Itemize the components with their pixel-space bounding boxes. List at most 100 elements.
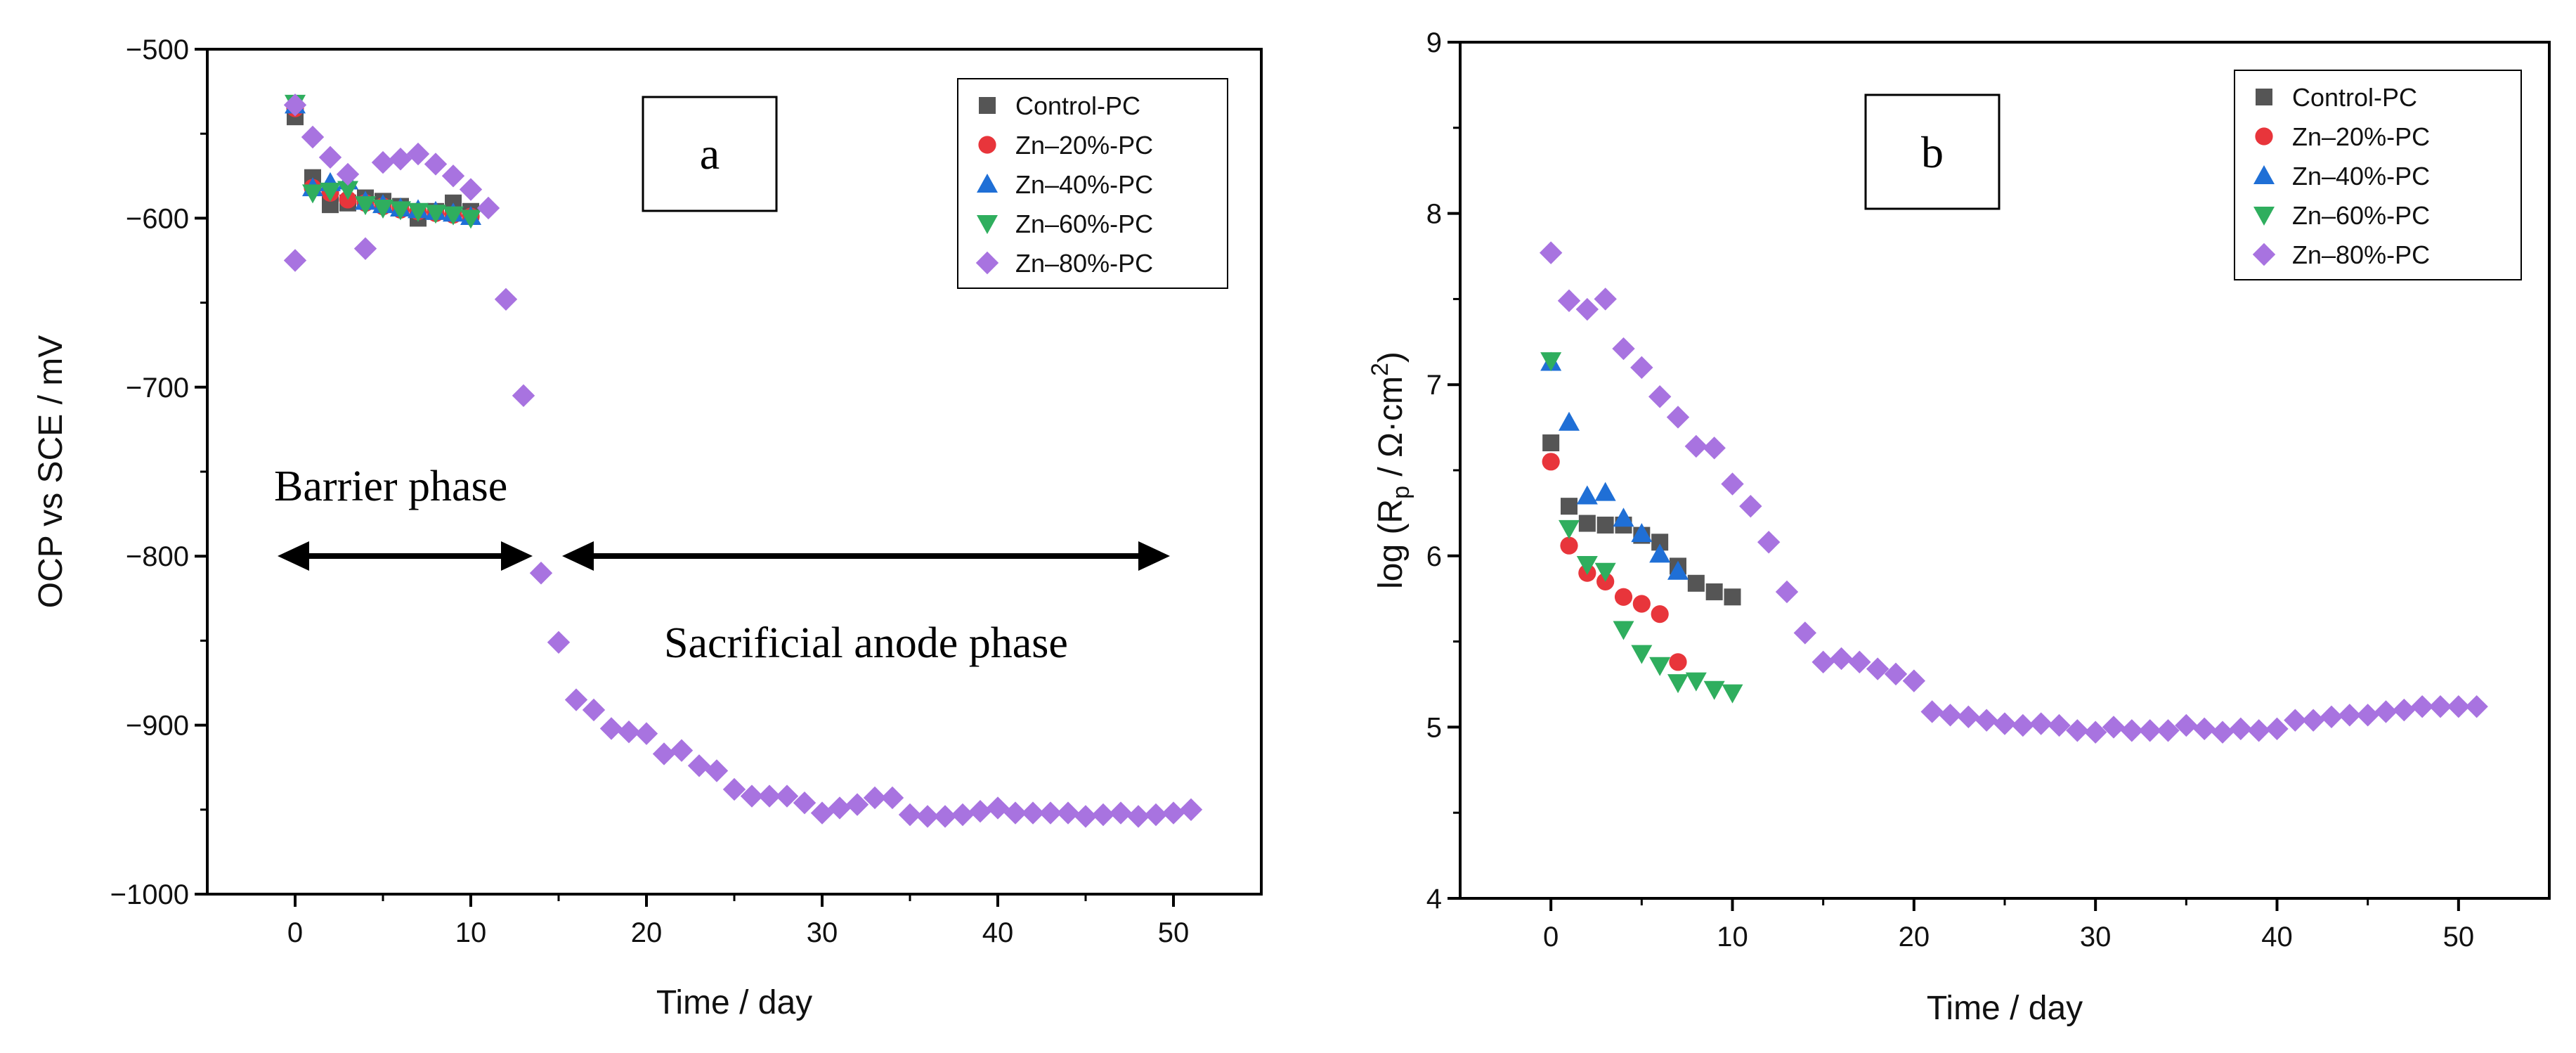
data-point-zn-60pct-pc xyxy=(337,181,358,200)
legend-marker-control-pc xyxy=(979,97,996,114)
barrier-phase-annotation: Barrier phase xyxy=(274,463,533,571)
data-point-zn-60pct-pc xyxy=(372,199,393,219)
legend-marker-zn-40pct-pc xyxy=(2253,165,2275,184)
panel-b-ylabel-main: log (R xyxy=(1372,499,1410,589)
legend-label-zn-60pct-pc: Zn–60%-PC xyxy=(1015,209,1153,238)
data-point-zn-80pct-pc xyxy=(617,721,641,744)
data-point-zn-80pct-pc xyxy=(810,801,834,825)
data-point-zn-80pct-pc xyxy=(459,178,483,201)
data-point-zn-80pct-pc xyxy=(1039,801,1062,825)
legend-marker-zn-80pct-pc xyxy=(2252,243,2276,266)
data-point-zn-40pct-pc xyxy=(1559,411,1580,431)
data-point-zn-80pct-pc xyxy=(2138,719,2161,742)
data-point-zn-80pct-pc xyxy=(283,93,307,117)
barrier-phase-arrow-left-head xyxy=(278,541,309,571)
panel-b-x-axis-title: Time / day xyxy=(1927,990,2083,1027)
legend-marker-zn-20pct-pc xyxy=(2255,127,2273,146)
data-point-control-pc xyxy=(1724,588,1741,606)
x-tick-label: 20 xyxy=(1899,922,1930,952)
data-point-zn-60pct-pc xyxy=(320,182,341,202)
x-tick-label: 30 xyxy=(2080,922,2112,952)
data-point-zn-80pct-pc xyxy=(880,786,904,810)
sacrificial-phase-label: Sacrificial anode phase xyxy=(664,619,1068,667)
y-tick-label: 7 xyxy=(1426,370,1442,401)
y-tick-label: −500 xyxy=(126,34,189,65)
x-tick-label: 50 xyxy=(1158,917,1190,948)
data-point-zn-60pct-pc xyxy=(460,209,481,229)
y-tick-label: −600 xyxy=(126,203,189,234)
data-point-zn-80pct-pc xyxy=(424,153,448,176)
sacrificial-phase-arrow-right-head xyxy=(1138,541,1170,571)
panel-a-legend: Control-PC Zn–20%-PC Zn–40%-PC Zn–60%-PC Zn–… xyxy=(957,78,1228,289)
y-tick-label: −900 xyxy=(126,711,189,742)
y-tick-label: 6 xyxy=(1426,541,1442,572)
data-point-zn-80pct-pc xyxy=(1993,712,2017,735)
x-tick-label: 40 xyxy=(982,917,1014,948)
data-point-zn-80pct-pc xyxy=(547,631,571,654)
data-point-zn-80pct-pc xyxy=(2175,713,2198,737)
data-point-zn-80pct-pc xyxy=(2229,717,2253,741)
panel-a-label-frame xyxy=(642,96,778,212)
panel-a-x-axis-title: Time / day xyxy=(656,984,812,1021)
data-point-zn-80pct-pc xyxy=(1648,385,1672,408)
panel-b-legend-entries: Control-PC Zn–20%-PC Zn–40%-PC Zn–60%-PC Zn–… xyxy=(2252,83,2430,269)
x-tick-label: 0 xyxy=(1543,922,1559,952)
data-point-zn-80pct-pc xyxy=(652,742,676,765)
data-point-zn-80pct-pc xyxy=(2066,719,2089,742)
data-point-zn-80pct-pc xyxy=(2157,719,2180,742)
panel-b-legend: Control-PC Zn–20%-PC Zn–40%-PC Zn–60%-PC Zn–… xyxy=(2234,70,2522,280)
data-point-zn-80pct-pc xyxy=(389,148,412,171)
data-point-zn-80pct-pc xyxy=(2048,713,2071,737)
data-point-zn-60pct-pc xyxy=(408,202,429,222)
data-point-zn-80pct-pc xyxy=(512,384,535,408)
panel-a-data-points xyxy=(283,93,1203,828)
data-point-zn-80pct-pc xyxy=(1056,801,1080,825)
data-point-zn-80pct-pc xyxy=(318,146,342,169)
legend-label-zn-40pct-pc: Zn–40%-PC xyxy=(1015,170,1153,199)
data-point-zn-80pct-pc xyxy=(1074,805,1098,828)
data-point-zn-80pct-pc xyxy=(494,288,518,311)
legend-label-control-pc: Control-PC xyxy=(1015,91,1140,120)
data-point-zn-80pct-pc xyxy=(2410,695,2434,718)
data-point-zn-80pct-pc xyxy=(1144,803,1168,827)
data-point-zn-80pct-pc xyxy=(1775,580,1799,604)
panel-a-y-axis-title: OCP vs SCE / mV xyxy=(32,335,70,609)
data-point-zn-80pct-pc xyxy=(1830,647,1853,671)
data-point-zn-80pct-pc xyxy=(2011,713,2035,737)
data-point-zn-60pct-pc xyxy=(1703,680,1725,700)
data-point-zn-80pct-pc xyxy=(1866,657,1889,680)
data-point-zn-60pct-pc xyxy=(1613,621,1634,640)
data-point-zn-80pct-pc xyxy=(2320,705,2343,728)
data-point-zn-80pct-pc xyxy=(740,784,764,808)
panel-b-ylabel-sup: 2 xyxy=(1367,363,1393,376)
y-tick-label: −700 xyxy=(126,373,189,403)
data-point-zn-80pct-pc xyxy=(2284,709,2307,732)
data-point-zn-80pct-pc xyxy=(1003,801,1027,825)
data-point-zn-60pct-pc xyxy=(1667,674,1689,694)
data-point-zn-80pct-pc xyxy=(1557,289,1581,313)
panel-a-ocp-chart: 0 10 20 30 40 50 −1000 −900 −800 −700 −600 −500 Con… xyxy=(32,34,1263,1021)
data-point-zn-80pct-pc xyxy=(687,754,711,777)
data-point-zn-80pct-pc xyxy=(529,562,553,585)
data-point-zn-80pct-pc xyxy=(2265,717,2289,741)
data-point-zn-20pct-pc xyxy=(1651,605,1669,624)
data-point-zn-80pct-pc xyxy=(599,717,623,740)
legend-label-zn-20pct-pc: Zn–20%-PC xyxy=(2292,122,2430,151)
data-point-zn-80pct-pc xyxy=(301,125,325,149)
data-point-zn-80pct-pc xyxy=(1739,494,1762,518)
data-point-zn-80pct-pc xyxy=(2192,717,2216,741)
y-tick-label: 5 xyxy=(1426,712,1442,743)
data-point-zn-20pct-pc xyxy=(1542,453,1560,471)
data-point-zn-60pct-pc xyxy=(1594,562,1616,582)
x-tick-label: 30 xyxy=(807,917,838,948)
data-point-control-pc xyxy=(1687,574,1705,592)
data-point-control-pc xyxy=(1542,434,1560,452)
data-point-zn-80pct-pc xyxy=(1091,803,1115,827)
data-point-zn-60pct-pc xyxy=(425,205,446,224)
panel-b-label-box: b xyxy=(1864,93,2001,210)
data-point-zn-80pct-pc xyxy=(705,759,729,782)
data-point-zn-20pct-pc xyxy=(1614,588,1633,606)
sacrificial-phase-annotation: Sacrificial anode phase xyxy=(562,541,1170,667)
data-point-zn-80pct-pc xyxy=(2356,704,2379,727)
